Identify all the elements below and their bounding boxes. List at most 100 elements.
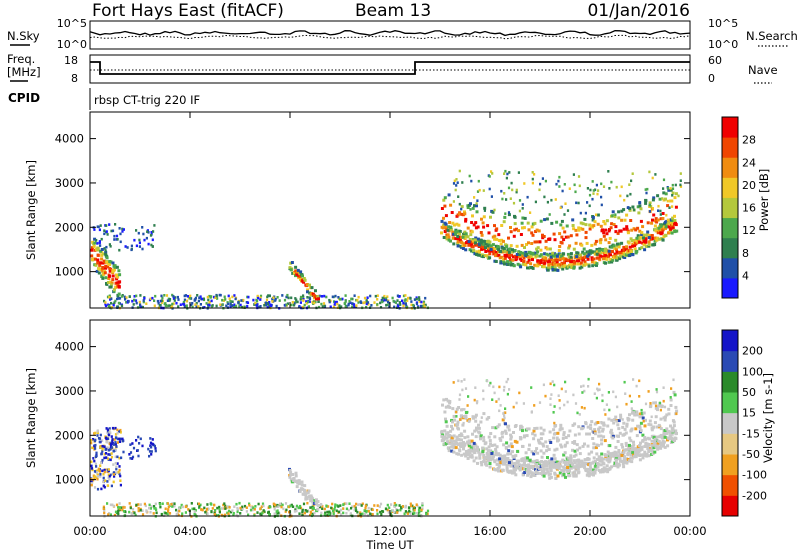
p-cell	[366, 301, 370, 304]
p-cell	[133, 238, 136, 242]
p-cell	[286, 302, 289, 305]
p-cell	[666, 187, 670, 190]
p-cell	[667, 231, 670, 235]
p-cell	[174, 296, 177, 299]
p-cell	[289, 261, 293, 265]
p-cell	[648, 233, 651, 237]
v-cell	[360, 504, 363, 507]
v-cell	[634, 455, 638, 459]
p-cell	[513, 249, 517, 252]
v-cell	[618, 454, 622, 458]
v-cell	[667, 407, 671, 411]
p-cell	[630, 239, 634, 243]
p-cell	[289, 268, 293, 272]
v-cell	[90, 479, 93, 483]
p-cell	[478, 188, 481, 192]
velocity-colorbar-tick: 200	[742, 345, 763, 358]
p-cell	[656, 231, 660, 235]
v-cell	[497, 463, 501, 467]
v-cell	[408, 509, 411, 513]
v-cell	[630, 460, 634, 464]
v-cell	[592, 473, 595, 477]
v-cell	[491, 426, 495, 430]
p-cell	[616, 231, 620, 235]
p-cell	[502, 259, 506, 263]
v-cell	[468, 444, 471, 447]
p-cell	[93, 241, 97, 245]
v-cell	[600, 452, 604, 456]
v-cell	[663, 445, 667, 449]
v-cell	[574, 453, 578, 457]
p-cell	[352, 303, 356, 306]
v-cell	[602, 421, 606, 425]
p-cell	[98, 263, 102, 267]
v-cell	[614, 453, 618, 457]
p-cell	[294, 265, 298, 269]
v-cell	[539, 432, 543, 436]
power-colorbar-tick: 20	[742, 179, 756, 192]
v-cell	[539, 468, 543, 472]
p-cell	[194, 303, 197, 306]
v-cell	[489, 457, 493, 461]
v-cell	[107, 476, 110, 480]
v-cell	[275, 505, 278, 508]
v-cell	[488, 462, 492, 465]
p-cell	[255, 304, 258, 307]
p-cell	[553, 265, 557, 269]
p-cell	[454, 237, 458, 241]
v-cell	[96, 475, 99, 478]
p-cell	[507, 236, 510, 240]
p-cell	[509, 258, 512, 262]
v-cell	[153, 507, 156, 510]
v-cell	[563, 403, 566, 407]
v-cell	[114, 442, 117, 446]
v-cell	[553, 448, 557, 452]
v-cell	[663, 435, 667, 439]
v-cell	[649, 402, 652, 405]
p-cell	[515, 253, 519, 256]
v-cell	[473, 451, 477, 455]
p-cell	[233, 304, 236, 308]
v-cell	[567, 460, 571, 464]
p-cell	[533, 173, 536, 176]
v-cell	[134, 513, 137, 517]
v-cell	[129, 443, 132, 446]
cpid-label: CPID	[8, 91, 40, 105]
v-cell	[462, 415, 466, 418]
v-cell	[417, 508, 421, 512]
v-cell	[213, 513, 216, 516]
p-cell	[314, 300, 317, 304]
v-cell	[542, 383, 545, 387]
p-cell	[470, 221, 474, 224]
v-cell	[504, 411, 507, 414]
v-cell	[568, 469, 571, 473]
v-cell	[631, 418, 635, 422]
v-cell	[653, 439, 657, 443]
v-cell	[209, 502, 212, 505]
p-cell	[355, 298, 358, 302]
v-cell	[412, 507, 415, 510]
v-cell	[553, 383, 556, 387]
p-cell	[117, 284, 121, 288]
v-cell	[92, 478, 95, 482]
v-cell	[562, 473, 566, 476]
p-cell	[458, 169, 461, 173]
p-cell	[646, 221, 650, 225]
v-cell	[494, 450, 498, 454]
v-cell	[562, 431, 566, 435]
v-cell	[241, 505, 244, 509]
p-cell	[671, 219, 675, 223]
p-cell	[463, 212, 467, 216]
v-cell	[667, 412, 671, 416]
v-cell	[566, 470, 570, 474]
p-cell	[164, 302, 167, 305]
p-cell	[108, 295, 111, 299]
p-cell	[563, 183, 566, 186]
v-cell	[554, 432, 558, 435]
v-cell	[339, 504, 342, 507]
p-cell	[654, 229, 658, 233]
v-cell	[141, 444, 144, 448]
p-cell	[440, 231, 443, 235]
p-cell	[629, 249, 633, 253]
v-cell	[462, 447, 465, 451]
